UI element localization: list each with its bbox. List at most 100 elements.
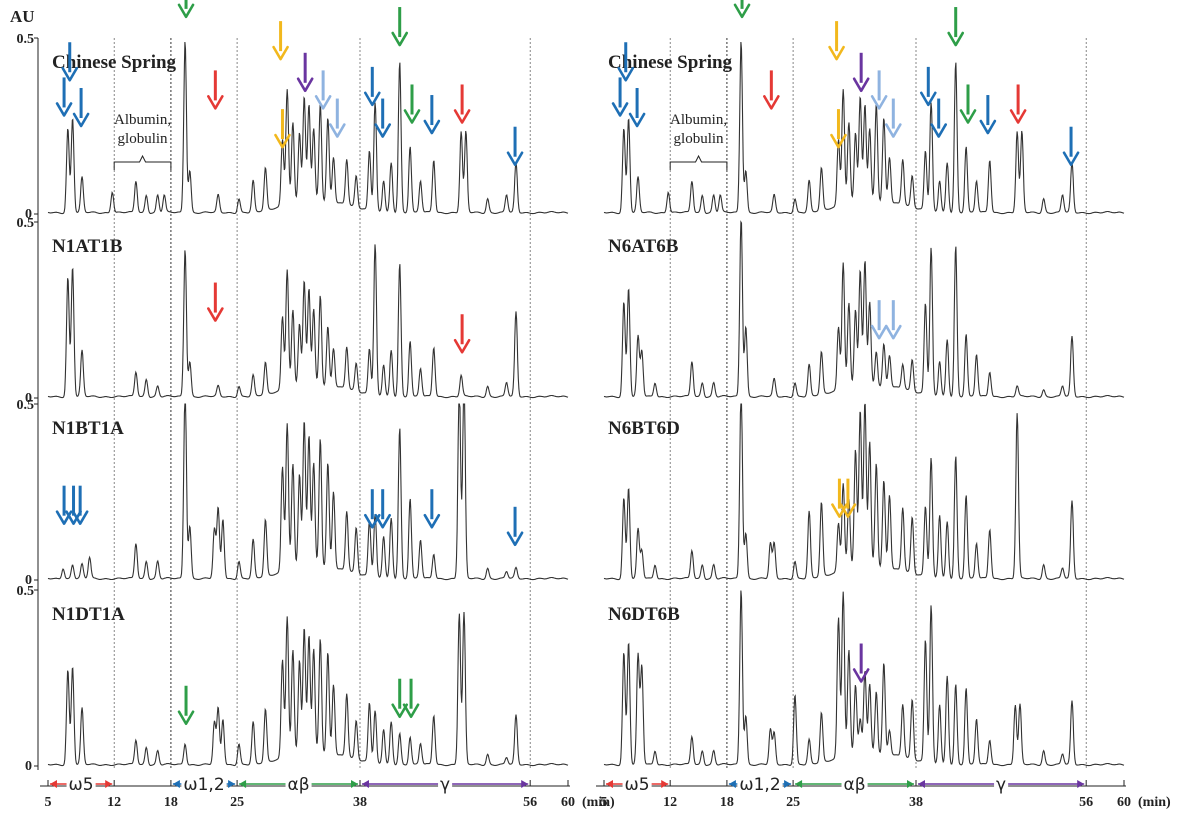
annotation-line2: globulin — [118, 131, 169, 147]
x-tick-label: 25 — [230, 795, 244, 810]
region-label-bg — [285, 775, 312, 795]
series-chinese-spring: Chinese Spring — [47, 0, 569, 215]
annotation-bracket — [113, 154, 172, 170]
region-arrowhead-left — [795, 780, 803, 788]
region-label: ω5 — [625, 775, 650, 795]
series-chinese-spring: Chinese Spring — [603, 0, 1125, 215]
y-tick-label-0: 0 — [25, 207, 32, 222]
x-axis-label: (min) — [582, 795, 615, 810]
trace-line — [47, 41, 569, 215]
peak-arrow-head — [611, 102, 629, 117]
x-tick-label: 38 — [909, 795, 923, 810]
region-arrowhead-right — [1077, 780, 1085, 788]
trace-line — [47, 611, 569, 767]
region-arrowhead-left — [239, 780, 247, 788]
peak-arrow-head — [314, 95, 332, 110]
region-label: αβ — [844, 775, 866, 795]
peak-arrow-head — [628, 112, 646, 128]
peak-arrow-head — [374, 123, 391, 138]
peak-arrow-head — [423, 119, 441, 135]
region-label: ω1,2 — [183, 775, 224, 795]
annotation-bracket — [669, 154, 728, 170]
panel-left: 00.500.500.500.55 12 18 25 38 56 60 (min)ω5 ω1,2… — [17, 0, 615, 810]
peak-arrow-head — [1009, 109, 1027, 124]
y-tick-label-max: 0.5 — [17, 584, 35, 599]
peak-arrow-head — [828, 45, 845, 61]
peak-arrow-head — [65, 510, 82, 525]
x-tick-label: 60 — [561, 795, 575, 810]
series-label: N6DT6B — [608, 604, 680, 625]
region-label-bg — [737, 775, 783, 795]
x-tick-label: 12 — [107, 795, 121, 810]
x-tick-label: 18 — [720, 795, 734, 810]
series-n1dt1a: N1DT1A — [47, 604, 569, 767]
series-n1at1b: N1AT1B — [47, 236, 569, 399]
series-n6at6b: N6AT6B — [603, 220, 1125, 399]
peak-arrow-head — [830, 133, 847, 149]
peak-arrow-head — [930, 123, 947, 138]
peak-arrow-head — [919, 91, 937, 107]
peak-arrow-head — [885, 123, 902, 138]
series-label: N6BT6D — [608, 418, 680, 439]
region-label-bg — [841, 775, 868, 795]
x-tick-label: 38 — [353, 795, 367, 810]
annotation-line2: globulin — [674, 131, 725, 147]
peak-arrow-head — [947, 31, 965, 47]
peak-arrow-head — [979, 119, 997, 135]
peak-arrow-head — [274, 133, 291, 149]
region-label: ω5 — [69, 775, 94, 795]
region-label: γ — [440, 775, 450, 795]
annotation-line1: Albumin, — [114, 112, 171, 128]
peak-arrow-head — [506, 531, 524, 547]
peak-arrow-head — [852, 77, 870, 93]
peak-arrow-head — [959, 109, 977, 124]
region-label: αβ — [288, 775, 310, 795]
peak-arrow-head — [363, 91, 381, 107]
peak-arrow-head — [506, 151, 524, 167]
x-tick-label: 56 — [523, 795, 537, 810]
region-arrowhead-left — [172, 780, 180, 788]
x-tick-label: 5 — [601, 795, 608, 810]
peak-arrow-head — [453, 109, 471, 124]
region-arrowhead-right — [521, 780, 529, 788]
region-arrowhead-left — [50, 780, 57, 788]
series-label: Chinese Spring — [608, 52, 733, 73]
series-label: N1BT1A — [52, 418, 124, 439]
peak-arrow-head — [177, 3, 195, 19]
peak-arrow-head — [885, 324, 902, 340]
x-tick-label: 25 — [786, 795, 800, 810]
y-tick-label-0: 0 — [25, 573, 32, 588]
x-tick-label: 18 — [164, 795, 178, 810]
peak-arrow-head — [296, 77, 314, 93]
region-label-bg — [181, 775, 227, 795]
region-arrowhead-right — [907, 780, 914, 788]
peak-arrow-head — [403, 109, 421, 124]
region-arrowhead-left — [918, 780, 925, 788]
region-label: ω1,2 — [739, 775, 780, 795]
peak-arrow-head — [177, 710, 195, 726]
peak-arrow-head — [272, 45, 289, 61]
series-label: N1DT1A — [52, 604, 125, 625]
peak-arrow-head — [423, 513, 441, 529]
region-arrowhead-right — [661, 780, 669, 788]
peak-arrow-head — [207, 95, 224, 110]
region-arrowhead-left — [606, 780, 613, 788]
peak-arrow-head — [617, 66, 635, 82]
trace-line — [603, 403, 1125, 581]
peak-arrow-head — [402, 703, 420, 719]
annotation-line1: Albumin, — [670, 112, 727, 128]
region-label-bg — [994, 775, 1009, 795]
region-label-bg — [66, 775, 96, 795]
region-arrowhead-right — [228, 780, 236, 788]
peak-arrow-head — [55, 102, 73, 117]
trace-line — [603, 220, 1125, 399]
y-unit-label: AU — [10, 7, 35, 26]
peak-arrow-head — [839, 503, 857, 518]
peak-arrow-head — [870, 95, 888, 110]
trace-line — [47, 403, 569, 581]
peak-arrow-head — [453, 338, 471, 354]
x-tick-label: 5 — [45, 795, 52, 810]
peak-arrow-head — [852, 668, 870, 683]
panel-right: 5 12 18 25 38 56 60 (min) ω5 ω1,2 αβ γ Albumin, globu… — [596, 0, 1171, 810]
